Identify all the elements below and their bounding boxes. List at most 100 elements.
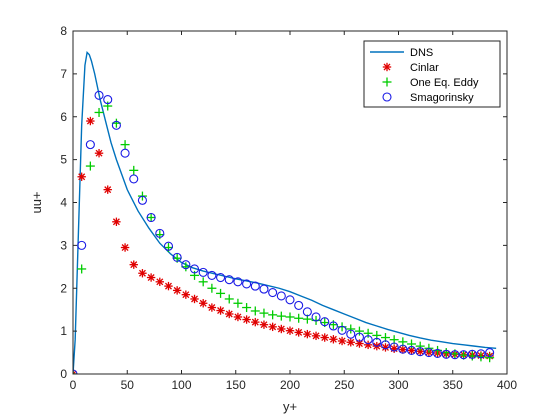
data-point-cinlar (207, 303, 217, 312)
data-point-cinlar (277, 324, 286, 334)
data-point-cinlar (294, 328, 303, 337)
data-point-smagorinsky (467, 349, 477, 359)
data-point-smagorinsky (354, 332, 364, 342)
data-point-smagorinsky (320, 317, 330, 327)
data-point-smagorinsky (207, 270, 217, 280)
data-point-smagorinsky (242, 279, 252, 289)
data-point-cinlar (172, 286, 182, 295)
data-point-smagorinsky (250, 281, 260, 291)
y-tick-label: 5 (60, 153, 67, 167)
data-point-one-eq-eddy (276, 311, 286, 321)
data-point-one-eq-eddy (415, 341, 425, 351)
data-point-cinlar (242, 315, 251, 324)
data-point-cinlar (73, 369, 78, 374)
data-point-one-eq-eddy (233, 298, 243, 308)
data-point-smagorinsky (77, 240, 87, 250)
legend-swatch-cinlar (382, 62, 392, 72)
data-point-cinlar (199, 299, 208, 308)
data-point-one-eq-eddy (268, 310, 278, 320)
data-point-cinlar (120, 243, 130, 252)
data-point-smagorinsky (120, 148, 130, 158)
data-point-smagorinsky (459, 350, 469, 360)
data-point-one-eq-eddy (198, 277, 208, 287)
y-tick-label: 6 (60, 110, 67, 124)
legend-label-dns: DNS (410, 47, 433, 59)
y-tick-label: 4 (60, 196, 67, 210)
data-point-smagorinsky (337, 325, 347, 335)
legend: DNS Cinlar One Eq. Eddy Smagorinsky (363, 40, 501, 108)
data-point-smagorinsky (216, 272, 226, 283)
data-point-one-eq-eddy (459, 350, 469, 360)
data-point-one-eq-eddy (441, 348, 451, 358)
data-point-smagorinsky (146, 212, 156, 223)
data-point-smagorinsky (181, 260, 191, 270)
data-point-one-eq-eddy (354, 326, 364, 336)
data-point-one-eq-eddy (311, 315, 321, 325)
data-point-one-eq-eddy (146, 213, 156, 223)
legend-swatch-one-eq-eddy (382, 77, 392, 87)
data-point-smagorinsky (406, 345, 417, 355)
data-point-one-eq-eddy (129, 165, 139, 175)
data-point-smagorinsky (450, 350, 460, 360)
data-point-cinlar (303, 329, 312, 339)
data-point-smagorinsky (268, 287, 278, 298)
data-point-one-eq-eddy (242, 303, 252, 313)
data-point-smagorinsky (441, 349, 451, 359)
x-tick-label: 350 (443, 378, 463, 392)
axes: 0 50 100 150 200 250 300 350 400 0 1 2 3 4 5 6 7 8 (60, 24, 517, 392)
data-point-smagorinsky (163, 241, 174, 251)
data-point-cinlar (311, 331, 321, 341)
data-point-one-eq-eddy (207, 283, 217, 293)
data-point-smagorinsky (433, 348, 443, 358)
data-point-smagorinsky (389, 342, 399, 352)
data-point-smagorinsky (476, 349, 486, 359)
data-point-smagorinsky (346, 329, 356, 339)
data-point-cinlar (268, 322, 277, 332)
data-point-smagorinsky (372, 337, 382, 347)
x-tick-label: 300 (388, 378, 408, 392)
data-point-one-eq-eddy (285, 312, 295, 322)
data-point-smagorinsky (259, 284, 269, 294)
data-point-one-eq-eddy (467, 351, 477, 361)
data-point-smagorinsky (311, 312, 321, 322)
data-point-smagorinsky (103, 95, 113, 105)
x-tick-label: 100 (171, 378, 191, 392)
data-point-cinlar (190, 294, 199, 304)
data-point-smagorinsky (276, 291, 286, 301)
data-point-one-eq-eddy (77, 264, 87, 274)
data-point-cinlar (77, 172, 86, 181)
data-point-cinlar (337, 336, 347, 346)
data-point-smagorinsky (294, 300, 304, 310)
data-point-cinlar (103, 185, 112, 194)
data-point-cinlar (225, 309, 234, 319)
y-tick-label: 8 (60, 24, 67, 38)
y-tick-label: 3 (60, 238, 67, 252)
x-tick-label: 50 (121, 378, 135, 392)
data-point-smagorinsky (137, 195, 147, 205)
data-point-one-eq-eddy (346, 324, 356, 334)
data-point-one-eq-eddy (337, 322, 347, 332)
data-point-smagorinsky (94, 90, 104, 100)
data-point-cinlar (355, 339, 364, 348)
legend-label-one-eq-eddy: One Eq. Eddy (410, 77, 479, 89)
x-tick-label: 400 (497, 378, 517, 392)
y-axis-label: uu+ (29, 191, 44, 213)
y-tick-label: 2 (60, 281, 67, 295)
data-point-cinlar (346, 338, 355, 347)
plot-area (73, 50, 497, 374)
data-point-cinlar (216, 306, 225, 315)
data-point-one-eq-eddy (294, 313, 304, 323)
y-tick-label: 7 (60, 67, 67, 81)
data-point-one-eq-eddy (259, 308, 269, 318)
data-point-cinlar (389, 344, 399, 353)
data-point-smagorinsky (380, 340, 391, 350)
y-tick-label: 0 (60, 367, 67, 381)
x-tick-label: 200 (280, 378, 300, 392)
data-point-cinlar (112, 217, 121, 226)
data-point-cinlar (164, 281, 173, 291)
data-point-one-eq-eddy (363, 328, 373, 338)
legend-swatch-smagorinsky (382, 92, 392, 102)
data-point-one-eq-eddy (120, 140, 130, 150)
data-point-smagorinsky (189, 264, 200, 274)
